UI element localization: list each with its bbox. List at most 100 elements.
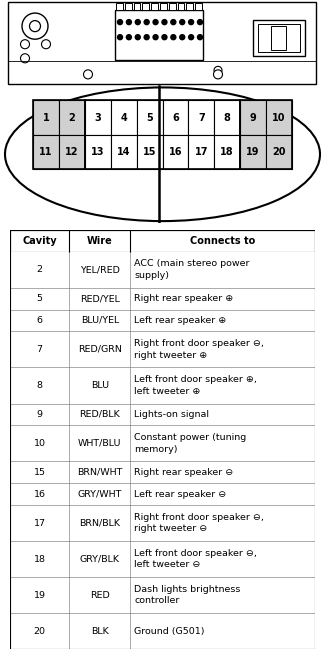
Bar bbox=[33, 101, 59, 135]
Bar bbox=[10, 368, 315, 404]
Text: 3: 3 bbox=[94, 113, 101, 123]
Circle shape bbox=[214, 67, 222, 75]
Text: Right front door speaker ⊖,
right tweeter ⊖: Right front door speaker ⊖, right tweete… bbox=[134, 513, 264, 533]
Circle shape bbox=[198, 19, 202, 25]
Text: RED/GRN: RED/GRN bbox=[78, 345, 122, 354]
Text: 5: 5 bbox=[146, 113, 153, 123]
Text: Left rear speaker ⊖: Left rear speaker ⊖ bbox=[134, 490, 226, 499]
Text: Connects to: Connects to bbox=[190, 236, 255, 246]
Circle shape bbox=[153, 19, 158, 25]
Text: 16: 16 bbox=[169, 147, 182, 157]
Bar bbox=[177, 3, 184, 10]
Text: Left rear speaker ⊕: Left rear speaker ⊕ bbox=[134, 316, 226, 325]
Text: 6: 6 bbox=[36, 316, 43, 325]
Circle shape bbox=[188, 35, 194, 40]
Bar bbox=[162, 135, 188, 169]
Text: 20: 20 bbox=[33, 627, 46, 636]
Ellipse shape bbox=[5, 87, 320, 221]
Circle shape bbox=[162, 35, 167, 40]
Bar bbox=[115, 10, 203, 61]
Text: 5: 5 bbox=[36, 294, 43, 303]
Bar bbox=[169, 3, 176, 10]
Text: 10: 10 bbox=[272, 113, 286, 123]
Bar bbox=[162, 101, 188, 135]
Text: RED/YEL: RED/YEL bbox=[80, 294, 120, 303]
Bar bbox=[111, 101, 136, 135]
Text: 11: 11 bbox=[39, 147, 53, 157]
Bar bbox=[10, 310, 315, 332]
Text: BLU: BLU bbox=[91, 381, 109, 390]
Text: Wire: Wire bbox=[87, 236, 113, 246]
Bar bbox=[240, 135, 266, 169]
Text: Lights-on signal: Lights-on signal bbox=[134, 410, 209, 419]
Bar bbox=[8, 2, 316, 85]
Circle shape bbox=[188, 19, 194, 25]
Circle shape bbox=[42, 40, 50, 49]
Bar bbox=[258, 24, 300, 52]
Bar bbox=[10, 288, 315, 310]
Bar bbox=[271, 26, 286, 50]
Circle shape bbox=[22, 13, 48, 39]
Text: 1: 1 bbox=[43, 113, 49, 123]
Bar bbox=[116, 3, 123, 10]
Circle shape bbox=[171, 35, 176, 40]
Bar bbox=[134, 3, 140, 10]
Bar bbox=[136, 101, 162, 135]
Text: Constant power (tuning
memory): Constant power (tuning memory) bbox=[134, 433, 246, 454]
Bar bbox=[10, 577, 315, 613]
Circle shape bbox=[84, 70, 93, 79]
Text: WHT/BLU: WHT/BLU bbox=[78, 439, 122, 448]
Bar bbox=[85, 101, 240, 169]
Text: BLK: BLK bbox=[91, 627, 109, 636]
Text: Dash lights brightness
controller: Dash lights brightness controller bbox=[134, 585, 240, 605]
Text: YEL/RED: YEL/RED bbox=[80, 265, 120, 274]
Circle shape bbox=[180, 35, 185, 40]
Bar bbox=[240, 101, 292, 169]
Text: 18: 18 bbox=[33, 555, 46, 563]
Circle shape bbox=[30, 21, 41, 32]
Bar bbox=[266, 101, 292, 135]
Bar bbox=[136, 135, 162, 169]
Circle shape bbox=[171, 19, 176, 25]
Bar bbox=[10, 426, 315, 462]
Bar bbox=[10, 404, 315, 426]
Bar bbox=[10, 484, 315, 505]
Text: BRN/BLK: BRN/BLK bbox=[79, 519, 120, 527]
Text: Right rear speaker ⊖: Right rear speaker ⊖ bbox=[134, 468, 233, 477]
Text: BLU/YEL: BLU/YEL bbox=[81, 316, 119, 325]
Text: 12: 12 bbox=[65, 147, 79, 157]
Bar bbox=[266, 135, 292, 169]
Text: 19: 19 bbox=[246, 147, 260, 157]
Bar bbox=[10, 332, 315, 368]
Bar bbox=[33, 101, 85, 169]
Circle shape bbox=[135, 19, 140, 25]
Bar bbox=[10, 462, 315, 484]
Bar bbox=[10, 505, 315, 541]
Circle shape bbox=[20, 40, 30, 49]
Text: BRN/WHT: BRN/WHT bbox=[77, 468, 123, 477]
Circle shape bbox=[198, 35, 202, 40]
Circle shape bbox=[180, 19, 185, 25]
Text: 20: 20 bbox=[272, 147, 286, 157]
Circle shape bbox=[118, 35, 123, 40]
Text: 10: 10 bbox=[33, 439, 46, 448]
Bar bbox=[59, 101, 85, 135]
Text: RED/BLK: RED/BLK bbox=[80, 410, 120, 419]
Bar bbox=[33, 135, 59, 169]
Bar bbox=[214, 135, 240, 169]
Text: Ground (G501): Ground (G501) bbox=[134, 627, 205, 636]
Text: 9: 9 bbox=[250, 113, 256, 123]
Bar bbox=[160, 3, 167, 10]
Text: 19: 19 bbox=[33, 591, 46, 600]
Circle shape bbox=[162, 19, 167, 25]
Circle shape bbox=[153, 35, 158, 40]
Text: 13: 13 bbox=[91, 147, 105, 157]
Text: 15: 15 bbox=[143, 147, 156, 157]
Bar bbox=[195, 3, 202, 10]
Text: 16: 16 bbox=[33, 490, 46, 499]
Bar bbox=[125, 3, 132, 10]
Text: ACC (main stereo power
supply): ACC (main stereo power supply) bbox=[134, 260, 250, 280]
Circle shape bbox=[126, 35, 131, 40]
Circle shape bbox=[126, 19, 131, 25]
Text: Left front door speaker ⊕,
left tweeter ⊕: Left front door speaker ⊕, left tweeter … bbox=[134, 375, 257, 396]
